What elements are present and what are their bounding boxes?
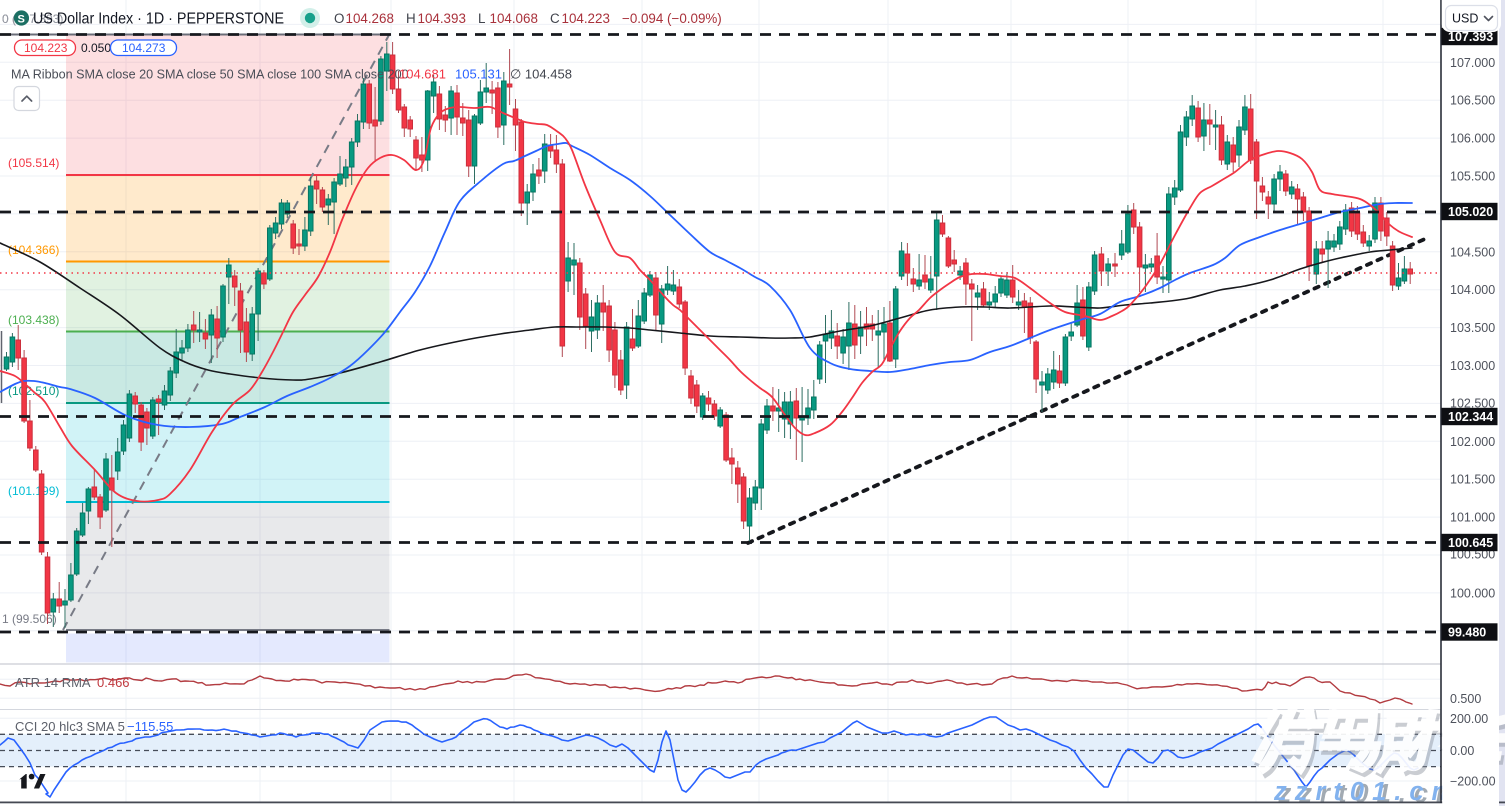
svg-text:102.344: 102.344	[1448, 410, 1493, 424]
svg-text:103.000: 103.000	[1450, 359, 1495, 373]
svg-text:100.645: 100.645	[1448, 536, 1493, 550]
svg-text:MA Ribbon SMA close 20 SMA clo: MA Ribbon SMA close 20 SMA close 50 SMA …	[11, 68, 409, 82]
svg-text:106.000: 106.000	[1450, 132, 1495, 146]
svg-text:200.00: 200.00	[1450, 712, 1488, 726]
svg-text:102.500: 102.500	[1450, 396, 1495, 410]
svg-text:(101.199): (101.199)	[8, 484, 59, 498]
svg-text:US Dollar Index · 1D · PEPPERS: US Dollar Index · 1D · PEPPERSTONE	[33, 11, 284, 28]
svg-text:0.466: 0.466	[97, 675, 130, 690]
svg-text:104.000: 104.000	[1450, 283, 1495, 297]
svg-text:105.131: 105.131	[455, 67, 502, 82]
svg-text:99.480: 99.480	[1448, 626, 1486, 640]
svg-text:(105.514): (105.514)	[8, 156, 59, 170]
svg-text:104.223: 104.223	[24, 41, 68, 55]
svg-text:104.681: 104.681	[399, 67, 446, 82]
svg-text:O: O	[334, 11, 344, 26]
svg-text:106.500: 106.500	[1450, 94, 1495, 108]
svg-text:S: S	[18, 13, 25, 25]
svg-text:105.020: 105.020	[1448, 205, 1493, 219]
svg-text:USD: USD	[1452, 12, 1478, 26]
svg-text:100.000: 100.000	[1450, 586, 1495, 600]
svg-text:102.000: 102.000	[1450, 435, 1495, 449]
svg-text:104.500: 104.500	[1450, 245, 1495, 259]
svg-text:103.500: 103.500	[1450, 321, 1495, 335]
svg-text:CCI 20 hlc3 SMA 5: CCI 20 hlc3 SMA 5	[15, 719, 125, 734]
svg-text:0.00: 0.00	[1450, 744, 1474, 758]
svg-text:(103.438): (103.438)	[8, 313, 59, 327]
svg-text:104.393: 104.393	[418, 11, 466, 26]
svg-text:0.050: 0.050	[81, 41, 111, 55]
svg-text:105.500: 105.500	[1450, 170, 1495, 184]
svg-text:1 (99.506): 1 (99.506)	[2, 612, 57, 626]
svg-text:107.000: 107.000	[1450, 56, 1495, 70]
svg-text:101.500: 101.500	[1450, 473, 1495, 487]
svg-text:104.273: 104.273	[122, 41, 166, 55]
svg-text:ATR 14 RMA: ATR 14 RMA	[15, 675, 91, 690]
svg-text:104.223: 104.223	[562, 11, 610, 26]
svg-text:∅ 104.458: ∅ 104.458	[510, 67, 572, 82]
svg-text:(104.366): (104.366)	[8, 243, 59, 257]
svg-text:−200.00: −200.00	[1450, 775, 1496, 789]
svg-text:L: L	[478, 11, 485, 26]
svg-text:−115.55: −115.55	[127, 719, 173, 734]
svg-text:104.068: 104.068	[490, 11, 538, 26]
svg-text:zzrt01.cn: zzrt01.cn	[1273, 778, 1455, 806]
svg-text:0.500: 0.500	[1450, 692, 1481, 706]
svg-text:−0.094 (−0.09%): −0.094 (−0.09%)	[622, 11, 722, 26]
svg-text:C: C	[550, 11, 560, 26]
svg-text:104.268: 104.268	[346, 11, 394, 26]
svg-text:107.393: 107.393	[1448, 30, 1493, 44]
svg-text:H: H	[406, 11, 416, 26]
svg-text:101.000: 101.000	[1450, 511, 1495, 525]
